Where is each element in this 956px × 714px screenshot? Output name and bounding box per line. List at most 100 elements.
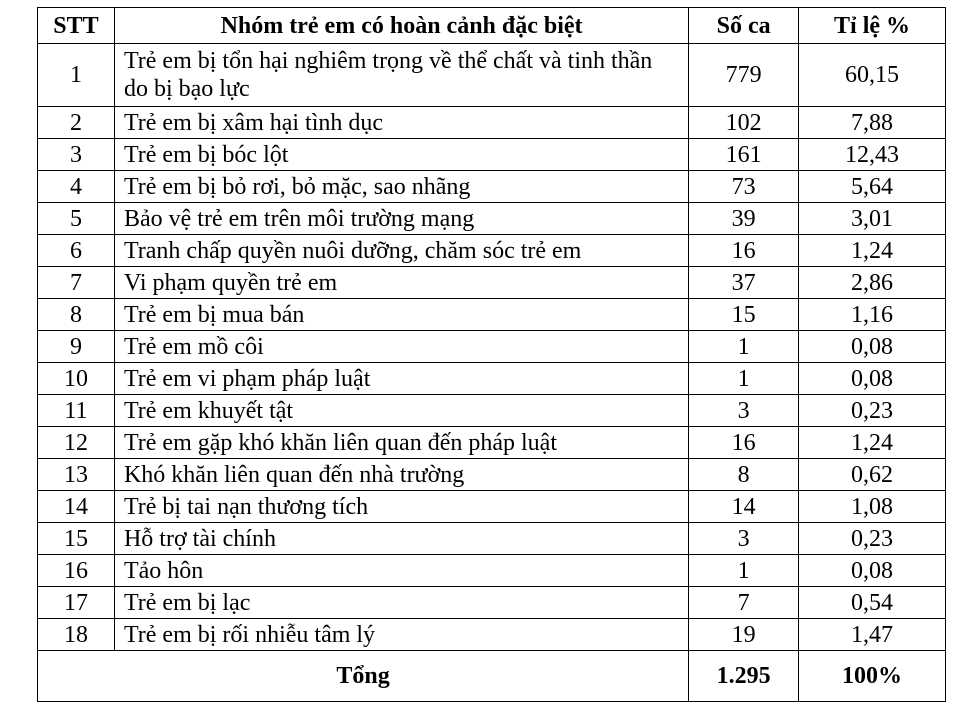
row-percent: 0,08 <box>798 554 946 587</box>
row-stt: 8 <box>37 298 115 331</box>
table-row: 12 Trẻ em gặp khó khăn liên quan đến pháp… <box>37 426 946 459</box>
row-stt: 10 <box>37 362 115 395</box>
row-group: Bảo vệ trẻ em trên môi trường mạng <box>113 202 690 235</box>
total-row: Tổng 1.295 100% <box>36 650 946 702</box>
row-group: Trẻ em bị mua bán <box>113 298 690 331</box>
row-count: 102 <box>688 106 800 139</box>
row-count: 19 <box>688 618 800 651</box>
row-stt: 11 <box>37 394 115 427</box>
table-row: 1 Trẻ em bị tổn hại nghiêm trọng về thể c… <box>37 43 946 107</box>
row-stt: 13 <box>37 458 115 491</box>
row-stt: 16 <box>37 554 115 587</box>
row-group: Khó khăn liên quan đến nhà trường <box>113 458 690 491</box>
row-stt: 7 <box>37 266 115 299</box>
table-row: 16 Tảo hôn 1 0,08 <box>37 554 946 587</box>
row-stt: 5 <box>37 202 115 235</box>
row-count: 16 <box>688 234 800 267</box>
row-percent: 0,62 <box>798 458 946 491</box>
row-group: Trẻ em mồ côi <box>113 330 690 363</box>
row-group: Trẻ em gặp khó khăn liên quan đến pháp l… <box>113 426 690 459</box>
header-group: Nhóm trẻ em có hoàn cảnh đặc biệt <box>113 7 690 44</box>
row-percent: 3,01 <box>798 202 946 235</box>
row-count: 7 <box>688 586 800 619</box>
row-group: Trẻ em vi phạm pháp luật <box>113 362 690 395</box>
row-percent: 5,64 <box>798 170 946 203</box>
row-percent: 2,86 <box>798 266 946 299</box>
row-stt: 15 <box>37 522 115 555</box>
row-group: Trẻ em bị xâm hại tình dục <box>113 106 690 139</box>
row-percent: 1,24 <box>798 234 946 267</box>
table-row: 18 Trẻ em bị rối nhiễu tâm lý 19 1,47 <box>37 618 946 651</box>
row-count: 15 <box>688 298 800 331</box>
row-stt: 3 <box>37 138 115 171</box>
row-count: 73 <box>688 170 800 203</box>
row-percent: 0,23 <box>798 522 946 555</box>
table-row: 9 Trẻ em mồ côi 1 0,08 <box>37 330 946 363</box>
table-row: 14 Trẻ bị tai nạn thương tích 14 1,08 <box>37 490 946 523</box>
row-percent: 1,24 <box>798 426 946 459</box>
row-group: Tranh chấp quyền nuôi dưỡng, chăm sóc tr… <box>113 234 690 267</box>
row-percent: 60,15 <box>798 43 946 107</box>
row-count: 1 <box>688 330 800 363</box>
header-stt: STT <box>37 7 115 44</box>
table-row: 6 Tranh chấp quyền nuôi dưỡng, chăm sóc t… <box>37 234 946 267</box>
row-group: Trẻ em bị tổn hại nghiêm trọng về thể ch… <box>113 43 690 107</box>
row-count: 1 <box>688 362 800 395</box>
row-count: 37 <box>688 266 800 299</box>
row-percent: 1,16 <box>798 298 946 331</box>
row-stt: 9 <box>37 330 115 363</box>
header-row: STT Nhóm trẻ em có hoàn cảnh đặc biệt Số… <box>37 7 946 44</box>
row-count: 14 <box>688 490 800 523</box>
row-count: 161 <box>688 138 800 171</box>
row-group: Trẻ em bị rối nhiễu tâm lý <box>113 618 690 651</box>
row-stt: 18 <box>37 618 115 651</box>
row-count: 8 <box>688 458 800 491</box>
row-group: Trẻ em bị bỏ rơi, bỏ mặc, sao nhãng <box>113 170 690 203</box>
row-count: 779 <box>688 43 800 107</box>
row-group: Trẻ em khuyết tật <box>113 394 690 427</box>
row-stt: 12 <box>37 426 115 459</box>
table-row: 2 Trẻ em bị xâm hại tình dục 102 7,88 <box>37 106 946 139</box>
row-percent: 0,23 <box>798 394 946 427</box>
header-count: Số ca <box>688 7 800 44</box>
table-row: 5 Bảo vệ trẻ em trên môi trường mạng 39 3,0… <box>37 202 946 235</box>
row-percent: 0,08 <box>798 362 946 395</box>
row-group: Hỗ trợ tài chính <box>113 522 690 555</box>
row-count: 16 <box>688 426 800 459</box>
row-group: Trẻ em bị lạc <box>113 586 690 619</box>
table-row: 4 Trẻ em bị bỏ rơi, bỏ mặc, sao nhãng 73 5,… <box>37 170 946 203</box>
statistics-table: STT Nhóm trẻ em có hoàn cảnh đặc biệt Số… <box>36 7 946 702</box>
row-percent: 12,43 <box>798 138 946 171</box>
table-row: 8 Trẻ em bị mua bán 15 1,16 <box>37 298 946 331</box>
total-label: Tổng <box>36 650 690 702</box>
row-stt: 6 <box>37 234 115 267</box>
row-group: Trẻ bị tai nạn thương tích <box>113 490 690 523</box>
row-stt: 4 <box>37 170 115 203</box>
row-count: 3 <box>688 394 800 427</box>
row-percent: 0,54 <box>798 586 946 619</box>
table-row: 15 Hỗ trợ tài chính 3 0,23 <box>37 522 946 555</box>
total-count: 1.295 <box>688 650 800 702</box>
table-row: 13 Khó khăn liên quan đến nhà trường 8 0,62 <box>37 458 946 491</box>
row-percent: 1,08 <box>798 490 946 523</box>
row-group: Tảo hôn <box>113 554 690 587</box>
table-row: 7 Vi phạm quyền trẻ em 37 2,86 <box>37 266 946 299</box>
table-row: 17 Trẻ em bị lạc 7 0,54 <box>37 586 946 619</box>
row-percent: 7,88 <box>798 106 946 139</box>
row-stt: 14 <box>37 490 115 523</box>
row-group: Vi phạm quyền trẻ em <box>113 266 690 299</box>
table-body: 1 Trẻ em bị tổn hại nghiêm trọng về thể c… <box>37 43 946 651</box>
row-stt: 17 <box>37 586 115 619</box>
row-group: Trẻ em bị bóc lột <box>113 138 690 171</box>
row-stt: 2 <box>37 106 115 139</box>
table-row: 3 Trẻ em bị bóc lột 161 12,43 <box>37 138 946 171</box>
header-percent: Tỉ lệ % <box>798 7 946 44</box>
row-percent: 1,47 <box>798 618 946 651</box>
total-percent: 100% <box>798 650 946 702</box>
row-percent: 0,08 <box>798 330 946 363</box>
table-row: 10 Trẻ em vi phạm pháp luật 1 0,08 <box>37 362 946 395</box>
row-count: 39 <box>688 202 800 235</box>
row-count: 3 <box>688 522 800 555</box>
table-row: 11 Trẻ em khuyết tật 3 0,23 <box>37 394 946 427</box>
row-stt: 1 <box>37 43 115 107</box>
